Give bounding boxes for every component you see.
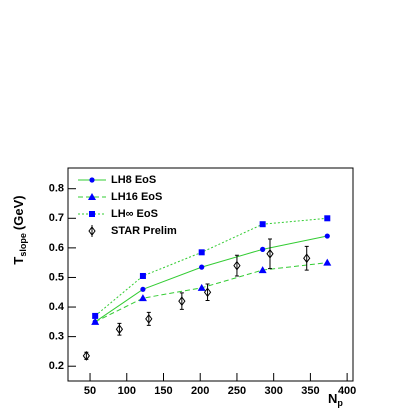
legend-label: LH8 EoS bbox=[111, 174, 156, 186]
data-point bbox=[324, 215, 331, 222]
error-bar bbox=[179, 292, 184, 310]
data-point bbox=[258, 266, 267, 274]
x-tick-label: 400 bbox=[338, 385, 356, 397]
y-tick-label: 0.3 bbox=[49, 331, 64, 343]
data-point bbox=[138, 294, 147, 302]
legend-marker bbox=[88, 193, 96, 200]
data-point bbox=[145, 314, 153, 324]
data-point bbox=[82, 351, 90, 361]
data-point bbox=[259, 221, 266, 228]
error-bar bbox=[205, 283, 210, 302]
data-point bbox=[92, 312, 99, 319]
x-axis-label: Np bbox=[328, 391, 343, 408]
x-label-sub: p bbox=[337, 398, 343, 408]
x-tick-label: 100 bbox=[118, 385, 136, 397]
y-tick-label: 0.7 bbox=[49, 212, 64, 224]
data-point bbox=[139, 272, 146, 279]
data-point bbox=[197, 283, 206, 291]
y-label-unit: (GeV) bbox=[11, 195, 26, 230]
legend-marker bbox=[89, 211, 95, 217]
y-tick-label: 0.4 bbox=[49, 301, 65, 313]
plot-frame bbox=[67, 167, 354, 382]
x-tick-label: 250 bbox=[228, 385, 246, 397]
y-label-main: T bbox=[11, 257, 26, 265]
x-tick-label: 150 bbox=[154, 385, 172, 397]
y-label-sub: slope bbox=[18, 233, 28, 257]
data-point bbox=[115, 324, 124, 335]
data-point bbox=[140, 286, 146, 292]
legend-label: LH∞ EoS bbox=[111, 208, 158, 220]
y-tick-label: 0.6 bbox=[49, 242, 64, 254]
data-point bbox=[203, 287, 212, 298]
x-tick-label: 200 bbox=[191, 385, 209, 397]
y-tick-label: 0.5 bbox=[49, 271, 64, 283]
data-point bbox=[233, 260, 241, 271]
y-tick-label: 0.8 bbox=[49, 183, 64, 195]
x-tick-label: 50 bbox=[84, 385, 96, 397]
legend-label: LH16 EoS bbox=[111, 191, 162, 203]
legend-marker bbox=[89, 177, 95, 183]
data-point bbox=[199, 264, 205, 270]
data-point bbox=[91, 317, 100, 325]
y-tick-label: 0.2 bbox=[49, 360, 64, 372]
series-line bbox=[94, 262, 328, 323]
data-point bbox=[303, 253, 311, 264]
data-point bbox=[178, 296, 186, 306]
data-point bbox=[198, 249, 205, 256]
error-bar bbox=[234, 254, 239, 277]
data-point bbox=[260, 246, 266, 252]
error-bar bbox=[304, 245, 309, 271]
legend-label: STAR Prelim bbox=[111, 225, 177, 237]
legend-marker bbox=[88, 226, 96, 236]
data-point bbox=[266, 248, 274, 259]
x-tick-label: 300 bbox=[264, 385, 282, 397]
data-point bbox=[323, 258, 332, 266]
y-axis-label: Tslope (GeV) bbox=[11, 195, 28, 264]
data-point bbox=[324, 233, 330, 239]
series-line bbox=[94, 235, 328, 323]
error-bar bbox=[267, 238, 272, 270]
x-label-main: N bbox=[328, 391, 337, 406]
x-tick-label: 350 bbox=[301, 385, 319, 397]
